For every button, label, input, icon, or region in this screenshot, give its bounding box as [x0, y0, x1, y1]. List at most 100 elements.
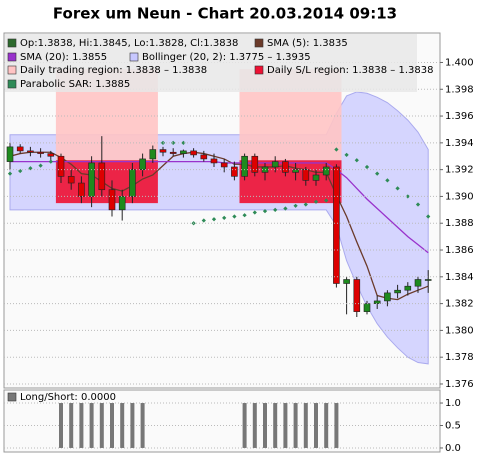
candle-body	[373, 300, 381, 304]
sar-dot	[415, 202, 421, 207]
axis-layer: 1.376 1.378 1.380 1.382 1.384 1.386 1.388 1.390…	[4, 34, 474, 454]
candle-body	[6, 146, 14, 162]
sar-dot	[171, 140, 176, 145]
legend-swatch	[254, 38, 264, 48]
sar-dot	[222, 215, 227, 220]
legend-swatch	[254, 65, 264, 75]
legend-label: SMA (20): 1.3855	[20, 52, 107, 63]
candle-body	[129, 169, 136, 197]
bar	[283, 403, 288, 448]
bar	[110, 403, 114, 448]
chart-title: Forex um Neun - Chart 20.03.2014 09:13	[53, 5, 397, 23]
lower-plot	[3, 389, 441, 453]
legend-label: Long/Short: 0.0000	[20, 392, 116, 403]
candle-body	[190, 150, 197, 156]
y-tick-label: 1.380	[445, 325, 474, 336]
legend-label: Bollinger (20, 2): 1.3775 – 1.3935	[142, 52, 311, 63]
bar	[69, 403, 74, 448]
candle-body	[47, 153, 55, 157]
candle-body	[37, 151, 44, 154]
candle-body	[231, 166, 238, 177]
sar-dot	[211, 217, 217, 222]
sar-dot	[303, 202, 308, 207]
legend-label: Parabolic SAR: 1.3885	[20, 79, 130, 90]
bar	[334, 403, 339, 448]
legend-box	[5, 34, 417, 92]
y-tick-label: 0.0	[445, 443, 461, 454]
candle-body	[363, 303, 371, 312]
sar-dot	[395, 186, 400, 191]
sar-dot	[48, 159, 53, 164]
candle-body	[210, 158, 218, 164]
candle-body	[16, 146, 24, 152]
candle-body	[384, 292, 391, 302]
legend-label: SMA (5): 1.3835	[267, 38, 348, 49]
candle-body	[271, 161, 279, 168]
legend-swatch	[7, 392, 17, 402]
candle-body	[139, 158, 146, 170]
sar-dot	[405, 194, 410, 199]
candle-body	[98, 162, 106, 191]
candle-body	[88, 162, 95, 197]
candle-body	[220, 162, 228, 168]
bar	[293, 403, 298, 448]
candle-body	[67, 176, 75, 184]
bar	[99, 403, 104, 448]
candle-body	[394, 289, 401, 294]
sar-dot	[293, 203, 298, 208]
sar-dot	[354, 158, 359, 163]
sar-dot	[181, 140, 186, 145]
sar-dot	[313, 199, 319, 204]
legend-label: Daily trading region: 1.3838 – 1.3838	[20, 65, 207, 76]
y-tick-label: 1.382	[445, 299, 474, 310]
sar-dot	[324, 198, 329, 203]
legend-swatch	[7, 52, 17, 62]
sar-dot	[426, 214, 431, 219]
candle-body	[353, 279, 361, 312]
sar-dot	[38, 163, 43, 168]
legend-label: Op:1.3838, Hi:1.3845, Lo:1.3828, Cl:1.38…	[20, 38, 238, 49]
bar	[242, 403, 247, 448]
candle-body	[333, 166, 340, 284]
candle-body	[200, 154, 208, 160]
candle-body	[251, 155, 259, 173]
sar-dot	[273, 207, 278, 212]
candle-body	[118, 196, 126, 211]
legend-swatch	[129, 52, 139, 62]
candle-body	[312, 174, 320, 181]
sar-dot	[344, 152, 349, 158]
sar-dot	[242, 213, 247, 218]
sar-dot	[364, 164, 370, 170]
candle-body	[27, 150, 34, 153]
y-tick-label: 1.390	[445, 191, 474, 202]
y-tick-label: 1.398	[445, 84, 474, 95]
sar-dot	[334, 147, 339, 152]
sar-dot	[385, 178, 390, 183]
sar-dot	[375, 171, 380, 176]
bar	[140, 403, 145, 448]
candle-body	[159, 149, 167, 153]
y-tick-label: 1.392	[445, 165, 474, 176]
bar	[89, 403, 94, 448]
bar	[79, 403, 84, 448]
legend-swatch	[7, 65, 17, 75]
bar	[303, 403, 308, 448]
candle-body	[404, 285, 412, 291]
candle-body	[322, 166, 330, 176]
legend-label: Daily S/L region: 1.3838 – 1.3838	[267, 65, 433, 76]
candle-body	[343, 279, 350, 284]
candle-body	[282, 161, 289, 173]
sar-dot	[262, 209, 268, 214]
bar	[120, 403, 125, 448]
y-tick-label: 1.386	[445, 245, 474, 256]
candle-body	[57, 155, 65, 177]
legend-swatch	[7, 38, 17, 48]
bar	[130, 403, 135, 448]
y-tick-label: 1.394	[445, 138, 474, 149]
indicator-line	[9, 151, 429, 301]
candle-body	[108, 189, 116, 211]
candle-body	[180, 150, 187, 154]
y-tick-label: 1.376	[445, 379, 474, 390]
